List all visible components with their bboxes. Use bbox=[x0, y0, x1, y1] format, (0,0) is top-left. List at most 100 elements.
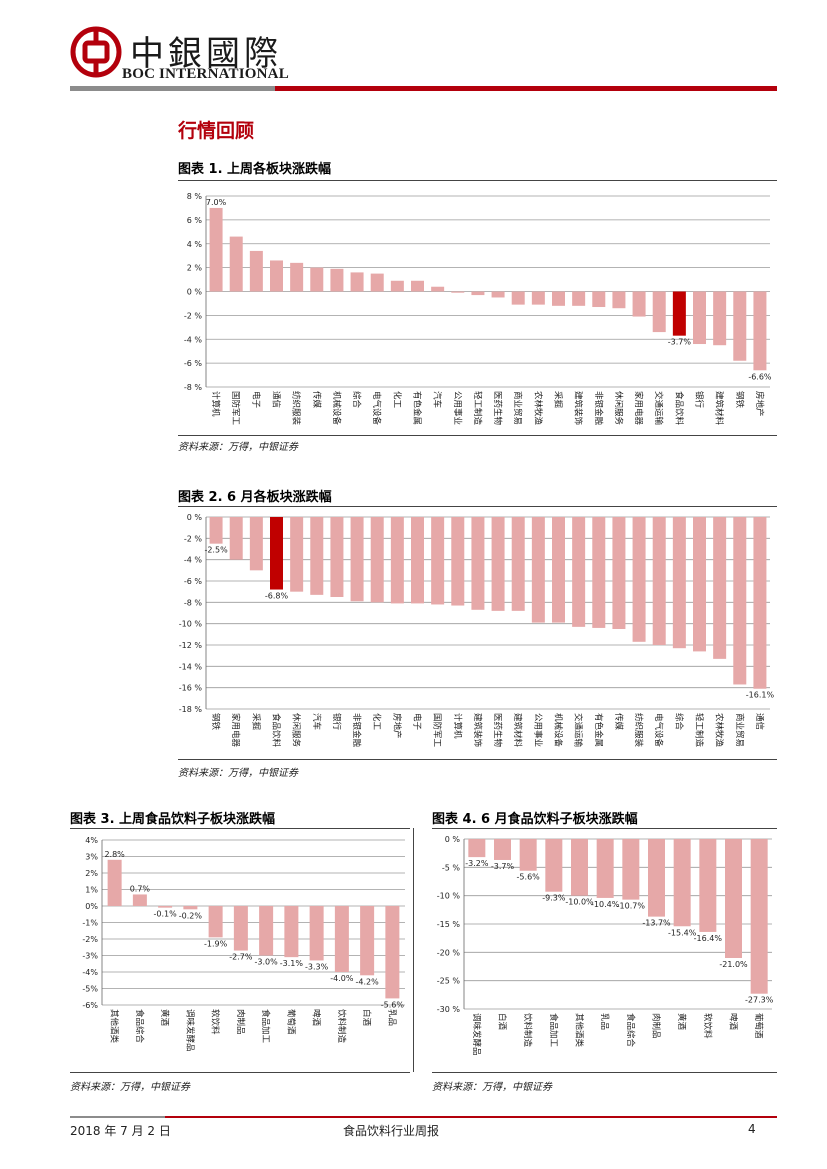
header-divider-red bbox=[275, 86, 777, 91]
bar bbox=[259, 906, 274, 956]
data-label: -27.3% bbox=[745, 996, 774, 1005]
data-label: -0.2% bbox=[179, 911, 203, 920]
bar bbox=[531, 517, 545, 623]
bar bbox=[592, 517, 606, 628]
bar bbox=[390, 280, 404, 292]
logo-chinese-name: 中銀國際 bbox=[130, 34, 282, 74]
footer-divider-red bbox=[165, 1116, 777, 1118]
y-tick-label: -1% bbox=[82, 919, 98, 928]
category-label: 房地产 bbox=[754, 391, 765, 417]
bar bbox=[545, 839, 563, 892]
data-label: -1.9% bbox=[204, 939, 228, 948]
data-label: -4.0% bbox=[330, 974, 354, 983]
category-label: 家用电器 bbox=[633, 391, 644, 426]
bar bbox=[693, 517, 706, 652]
figure-4-top-rule bbox=[432, 828, 777, 829]
bar bbox=[233, 906, 248, 951]
bar bbox=[699, 839, 717, 932]
footer-divider-grey bbox=[70, 1116, 165, 1118]
category-label: 商业贸易 bbox=[734, 713, 745, 747]
bar bbox=[229, 236, 243, 292]
figure-3-source: 资料来源：万得，中银证券 bbox=[70, 1082, 190, 1093]
figure-1-title: 图表 1. 上周各板块涨跌幅 bbox=[178, 162, 332, 177]
y-tick-label: 4% bbox=[85, 836, 98, 845]
bar bbox=[596, 839, 614, 898]
bar bbox=[284, 906, 299, 958]
bar bbox=[270, 260, 283, 292]
bar bbox=[733, 517, 747, 685]
category-label: 肉制品 bbox=[235, 1009, 246, 1035]
figure-2-title: 图表 2. 6 月各板块涨跌幅 bbox=[178, 490, 332, 505]
category-label: 交通运输 bbox=[573, 713, 584, 748]
data-label: -15.4% bbox=[668, 928, 697, 937]
category-label: 建筑装饰 bbox=[573, 391, 584, 426]
figure-2-top-rule bbox=[178, 506, 777, 507]
y-tick-label: -5 % bbox=[442, 863, 461, 872]
category-label: 食品综合 bbox=[134, 1009, 145, 1044]
bar bbox=[519, 839, 537, 871]
category-label: 化工 bbox=[391, 391, 402, 409]
category-label: 有色金属 bbox=[593, 713, 604, 747]
bar bbox=[648, 839, 665, 917]
category-label: 交通运输 bbox=[653, 391, 664, 426]
bar bbox=[208, 906, 223, 938]
footer-page-number: 4 bbox=[748, 1122, 756, 1136]
figure-column-divider bbox=[413, 828, 414, 1072]
y-tick-label: -8 % bbox=[184, 383, 203, 392]
y-tick-label: -15 % bbox=[437, 920, 461, 929]
category-label: 休闲服务 bbox=[291, 713, 302, 748]
bar bbox=[270, 517, 283, 590]
category-label: 葡萄酒 bbox=[753, 1013, 764, 1039]
figure-2-bottom-rule bbox=[178, 759, 777, 760]
y-tick-label: 0 % bbox=[445, 835, 461, 844]
y-tick-label: -12 % bbox=[179, 641, 203, 650]
data-label: -3.3% bbox=[305, 962, 329, 971]
y-tick-label: -20 % bbox=[437, 948, 461, 957]
y-tick-label: 6 % bbox=[187, 216, 203, 225]
category-label: 综合 bbox=[673, 713, 684, 731]
bar bbox=[672, 291, 686, 336]
y-tick-label: -6% bbox=[82, 1001, 98, 1010]
data-label: -3.7% bbox=[668, 338, 692, 347]
y-tick-label: 0 % bbox=[187, 513, 203, 522]
category-label: 休闲服务 bbox=[613, 391, 624, 426]
category-label: 有色金属 bbox=[412, 391, 423, 425]
bar bbox=[411, 517, 424, 604]
figure-3-bottom-rule bbox=[70, 1072, 410, 1073]
bar bbox=[733, 291, 747, 361]
bar bbox=[713, 517, 727, 659]
data-label: -13.7% bbox=[642, 919, 671, 928]
bar bbox=[612, 517, 626, 629]
data-label: -5.6% bbox=[381, 1000, 405, 1009]
bar bbox=[330, 517, 344, 597]
data-label: -3.7% bbox=[491, 862, 515, 871]
category-label: 国防军工 bbox=[432, 713, 443, 748]
category-label: 食品饮料 bbox=[271, 713, 282, 748]
category-label: 钢铁 bbox=[210, 713, 221, 731]
bar bbox=[132, 894, 147, 906]
y-tick-label: 4 % bbox=[187, 240, 203, 249]
bar bbox=[531, 291, 545, 305]
category-label: 食品加工 bbox=[260, 1009, 271, 1044]
bar bbox=[411, 280, 424, 292]
data-label: -9.3% bbox=[542, 894, 566, 903]
bar bbox=[390, 517, 404, 604]
bar bbox=[632, 517, 646, 642]
y-tick-label: -4% bbox=[82, 968, 98, 977]
category-label: 国防军工 bbox=[230, 391, 241, 426]
bar bbox=[612, 291, 626, 309]
category-label: 汽车 bbox=[311, 713, 322, 730]
category-label: 计算机 bbox=[452, 713, 463, 739]
data-label: -10.0% bbox=[565, 898, 594, 907]
y-tick-label: -10 % bbox=[437, 892, 461, 901]
data-label: -21.0% bbox=[719, 960, 748, 969]
bar bbox=[350, 517, 364, 602]
category-label: 饮料制造 bbox=[336, 1009, 347, 1044]
figure-3-top-rule bbox=[70, 828, 410, 829]
bar bbox=[290, 517, 304, 592]
y-tick-label: -16 % bbox=[179, 684, 203, 693]
category-label: 软饮料 bbox=[702, 1013, 713, 1039]
chart-weekly-sectors: 8 % 6 % 4 % 2 % 0 % -2 % -4 % -6 % -8 % 7.0% 计算机 国防… bbox=[184, 192, 772, 426]
bar bbox=[209, 207, 223, 292]
data-label: -16.1% bbox=[746, 691, 775, 700]
